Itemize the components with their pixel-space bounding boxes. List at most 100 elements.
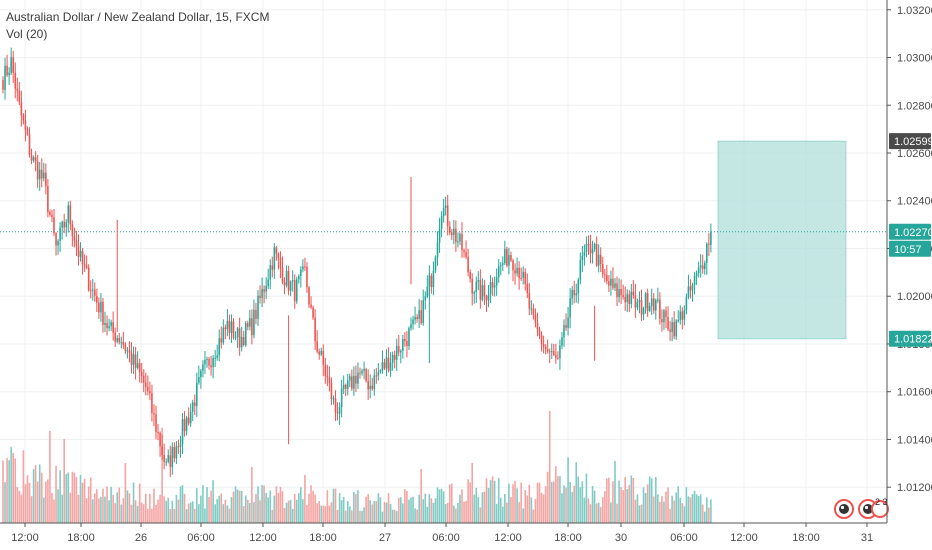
candle-body <box>610 278 612 286</box>
candle-body <box>65 222 68 228</box>
candle-body <box>175 446 178 459</box>
volume-bar <box>116 492 119 523</box>
volume-bar <box>528 484 531 523</box>
volume-bar <box>520 482 522 523</box>
candle-body <box>110 322 112 327</box>
candle-body <box>487 294 490 301</box>
volume-bar <box>383 501 386 523</box>
candle-body <box>459 233 461 242</box>
candle-body <box>657 299 659 301</box>
volume-bar <box>63 439 65 523</box>
candle-body <box>100 301 102 313</box>
candle-body <box>400 350 402 353</box>
candle-body <box>636 302 639 308</box>
time-axis-ticks[interactable]: 12:00 18:00 26 06:00 12:00 18:00 27 06:00 12:00 1… <box>11 523 873 544</box>
candle-body <box>12 57 14 73</box>
volume-bar <box>196 488 198 523</box>
candle-body <box>412 319 414 325</box>
candle-body <box>455 228 457 243</box>
volume-bar <box>273 495 276 523</box>
candle-body <box>255 309 257 319</box>
candle-body <box>47 186 49 213</box>
candle-body <box>351 376 353 389</box>
volume-indicator-title[interactable]: Vol (20) <box>6 27 48 41</box>
volume-bar <box>145 493 147 523</box>
candle-body <box>79 251 82 257</box>
symbol-title[interactable]: Australian Dollar / New Zealand Dollar, … <box>6 10 270 24</box>
candle-body <box>687 286 690 297</box>
candle-body <box>642 308 645 315</box>
candle-body <box>34 157 37 162</box>
candle-body <box>81 251 84 265</box>
volume-bar <box>483 491 486 523</box>
candle-body <box>418 310 420 319</box>
volume-bar <box>667 487 669 523</box>
volume-bar <box>457 502 459 523</box>
price-axis-ticks[interactable]: 1.012001.014001.016001.018001.020001.022… <box>887 5 932 494</box>
volume-bar <box>100 496 102 523</box>
candle-body <box>193 402 196 406</box>
event-markers[interactable]: 2 3 <box>834 497 889 519</box>
volume-bar <box>650 478 653 523</box>
volume-bar <box>540 492 543 523</box>
volume-bar <box>328 505 331 523</box>
candle-body <box>616 283 618 298</box>
volume-bar <box>216 499 218 523</box>
y-tick-label: 1.03200 <box>897 5 932 17</box>
candle-body <box>326 375 329 378</box>
volume-bar <box>675 492 677 523</box>
volume-bar <box>295 499 298 523</box>
candle-body <box>94 289 96 296</box>
volume-bar <box>179 486 182 523</box>
volume-bar <box>134 500 137 523</box>
candle-body <box>365 369 367 381</box>
volume-bar <box>206 487 208 523</box>
volume-bar <box>61 494 63 523</box>
volume-bar <box>6 457 8 523</box>
volume-bar <box>581 481 584 523</box>
volume-bar <box>646 484 649 523</box>
volume-bar <box>420 469 422 523</box>
volume-bar <box>516 488 518 523</box>
volume-bar <box>81 482 84 523</box>
candle-body <box>4 65 6 90</box>
volume-bar <box>567 457 569 523</box>
candle-body <box>559 345 561 359</box>
candle-body <box>238 328 241 348</box>
volume-bar <box>397 497 400 523</box>
volume-bar <box>271 509 274 523</box>
volume-bar <box>634 499 637 523</box>
volume-bar <box>255 493 257 523</box>
candle-body <box>650 298 653 307</box>
volume-bar <box>285 502 288 523</box>
volume-bar <box>204 508 206 523</box>
volume-bar <box>132 482 135 523</box>
candle-body <box>432 270 435 288</box>
candle-body <box>314 317 316 342</box>
event-marker-icon <box>871 500 889 518</box>
candle-body <box>504 249 506 264</box>
volume-bar <box>446 503 449 523</box>
volume-bar <box>565 487 567 523</box>
x-tick-label: 18:00 <box>554 532 582 544</box>
candle-body <box>628 294 631 304</box>
volume-bar <box>22 450 25 523</box>
volume-bar <box>575 462 578 523</box>
volume-bar <box>261 485 263 523</box>
candle-body <box>98 302 100 313</box>
current-price-label: 1.02270 <box>894 227 932 239</box>
long-position-box[interactable] <box>717 140 847 340</box>
candle-body <box>581 255 584 261</box>
candle-body <box>28 134 31 155</box>
candle-body <box>634 295 637 308</box>
candle-body <box>353 375 355 389</box>
candle-body <box>83 264 86 266</box>
candle-body <box>438 228 441 243</box>
volume-bar <box>312 490 314 523</box>
candle-body <box>667 316 669 330</box>
volume-bar <box>334 488 337 523</box>
candle-body <box>583 251 586 256</box>
candle-body <box>573 289 575 296</box>
volume-bar <box>71 471 74 523</box>
